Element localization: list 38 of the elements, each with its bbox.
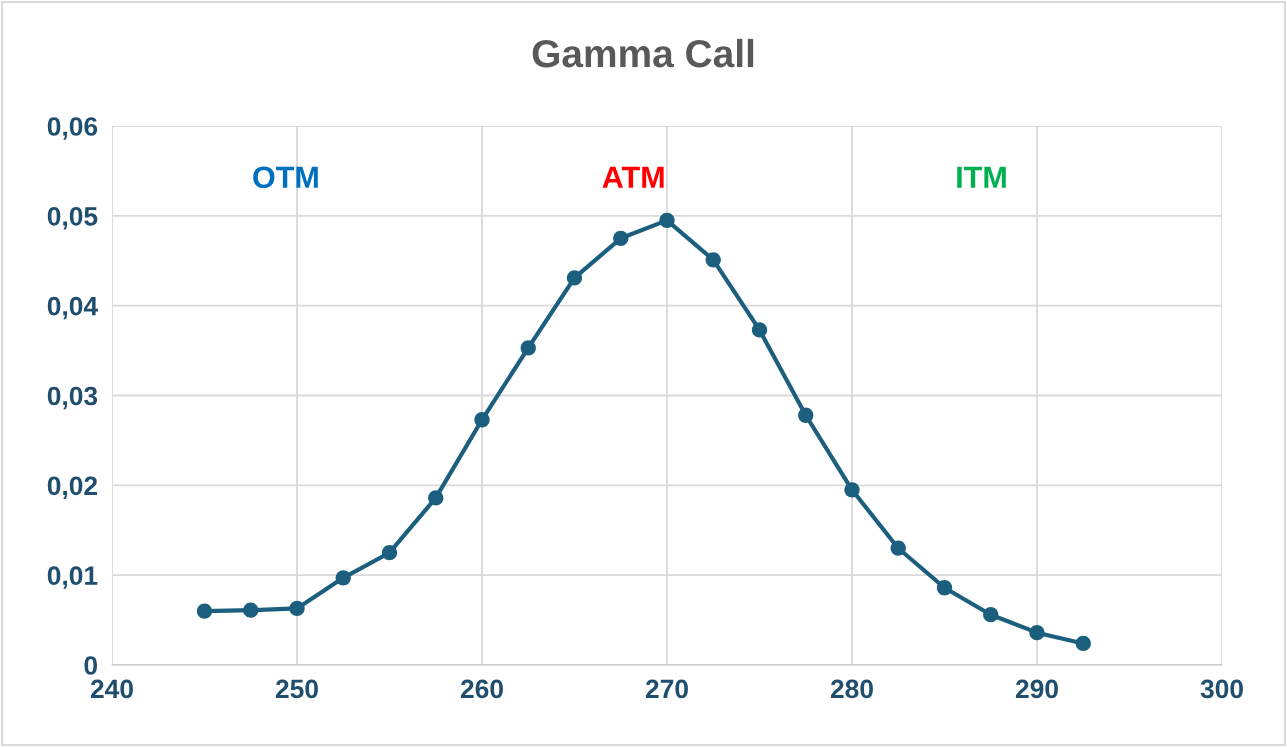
y-tick-label: 0,01 <box>47 566 98 589</box>
point <box>613 230 629 246</box>
point <box>844 482 860 498</box>
point <box>243 602 259 618</box>
x-tick-label: 300 <box>1200 679 1243 699</box>
x-tick-label: 280 <box>830 679 873 699</box>
y-tick-label: 0,06 <box>47 117 98 140</box>
point <box>335 570 351 586</box>
point <box>474 412 490 428</box>
y-tick-label: 0,02 <box>47 476 98 499</box>
annotation: ATM <box>602 166 664 188</box>
x-tick-label: 250 <box>275 679 318 699</box>
point <box>751 322 768 338</box>
x-tick-label: 270 <box>645 679 688 699</box>
point <box>566 270 583 286</box>
x-tick-label: 290 <box>1015 679 1058 699</box>
point <box>659 212 675 228</box>
point <box>983 607 999 623</box>
point <box>428 490 444 506</box>
x-tick-label: 260 <box>460 679 503 699</box>
annotation: ITM <box>957 166 1006 188</box>
point <box>798 407 814 423</box>
point <box>196 603 213 619</box>
point <box>381 545 398 561</box>
y-tick-label: 0,03 <box>47 386 98 410</box>
y-tick-label: 0 <box>84 656 98 675</box>
y-tick-label: 0,05 <box>47 206 98 230</box>
point <box>890 540 906 556</box>
chart-title: Gamma Call <box>532 38 754 68</box>
point <box>705 252 721 268</box>
point <box>289 600 305 617</box>
point <box>520 340 536 356</box>
annotation: OTM <box>253 166 318 189</box>
y-tick-label: 0,04 <box>47 296 98 320</box>
point <box>1075 635 1091 652</box>
x-tick-label: 240 <box>90 679 133 699</box>
point <box>1029 625 1045 641</box>
point <box>936 580 953 596</box>
